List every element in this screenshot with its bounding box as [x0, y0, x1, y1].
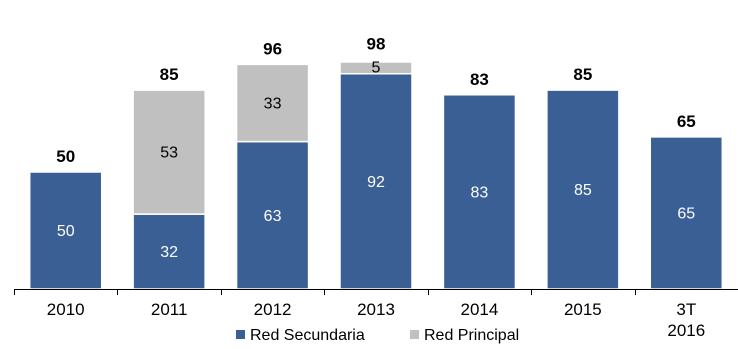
bar-value-label: 33 — [264, 96, 282, 113]
legend-label: Red Secundaria — [250, 327, 365, 344]
x-axis-ticks: 2010 2011 2012 2013 2014 2015 3T 2016 — [15, 289, 738, 340]
legend-swatch — [410, 330, 419, 339]
bar-value-label: 65 — [677, 206, 695, 223]
x-tick-label: 2011 — [151, 300, 188, 319]
bar-value-label: 63 — [264, 208, 282, 225]
bar-value-label: 85 — [574, 182, 592, 199]
bar-value-label: 5 — [372, 59, 381, 76]
x-tick-label: 2014 — [461, 300, 499, 319]
legend-swatch — [236, 330, 245, 339]
x-tick-label: 3T — [676, 300, 696, 319]
x-tick-label: 2012 — [254, 300, 292, 319]
bar-total-label: 83 — [470, 70, 489, 89]
x-tick-label: 2015 — [564, 300, 602, 319]
bar-value-label: 32 — [160, 244, 178, 261]
legend: Red Secundaria Red Principal — [236, 327, 519, 344]
bar-total-label: 98 — [367, 35, 386, 54]
x-tick-label: 2016 — [667, 321, 705, 340]
bar-total-label: 50 — [56, 147, 75, 166]
bar-total-label: 65 — [677, 112, 696, 131]
bar-total-label: 85 — [160, 65, 179, 84]
x-tick-label: 2010 — [47, 300, 85, 319]
bar-value-label: 50 — [57, 223, 75, 240]
bar-value-label: 83 — [471, 184, 489, 201]
bar-value-label: 92 — [367, 174, 385, 191]
bar-total-label: 85 — [573, 65, 592, 84]
x-tick-label: 2013 — [357, 300, 395, 319]
legend-label: Red Principal — [424, 327, 519, 344]
bar-value-label: 53 — [160, 145, 178, 162]
bar-total-label: 96 — [263, 39, 282, 58]
